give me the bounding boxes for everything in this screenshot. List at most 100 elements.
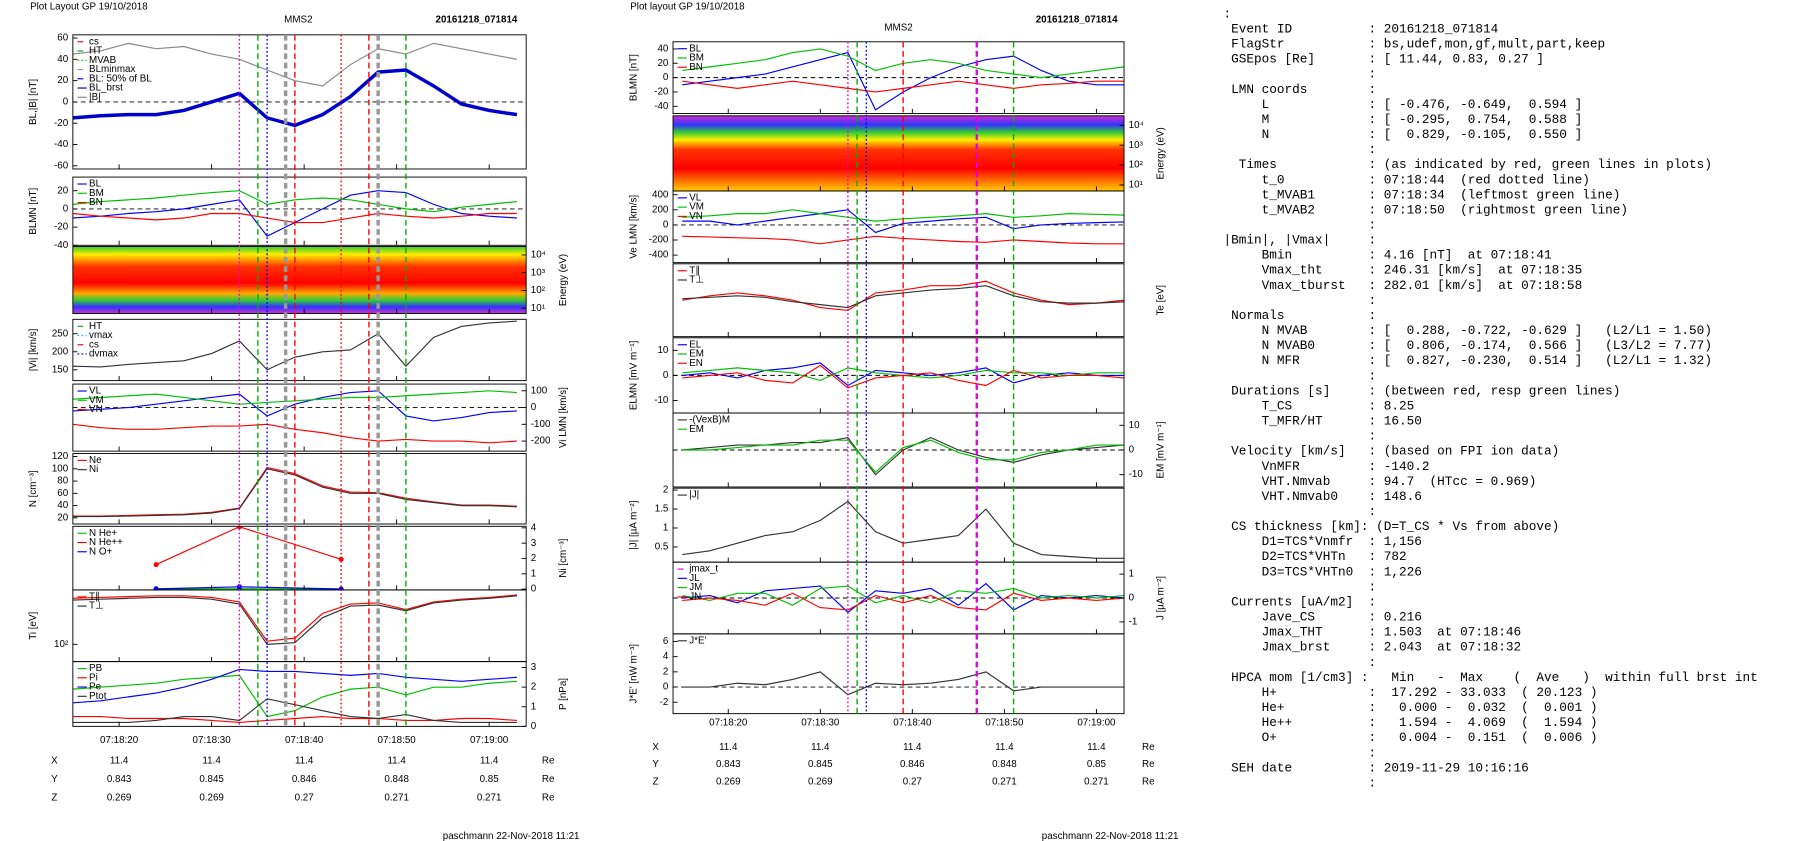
info-line: Velocity [km/s] : (based on FPI ion data… — [1223, 444, 1559, 459]
position-value: 0.846 — [900, 759, 925, 770]
position-value: 0.271 — [477, 793, 502, 804]
legend-label: BL_brst — [89, 83, 123, 94]
y-tick-label: 0 — [663, 220, 669, 231]
y-tick-label: -20 — [654, 87, 669, 98]
y-tick-label: 100 — [531, 385, 548, 396]
y-tick-label: 20 — [657, 58, 668, 69]
x-tick-label: 07:18:40 — [285, 735, 324, 746]
panel: -2 0 2 4 6 J*E' [nW m⁻³] J*E' — [628, 633, 1125, 715]
y-tick-label: 20 — [57, 512, 68, 523]
position-value: 11.4 — [480, 756, 499, 767]
y-tick-label: 150 — [52, 364, 69, 375]
position-value: 11.4 — [295, 756, 314, 767]
y-tick-label: 20 — [57, 185, 68, 196]
legend-label: Pe — [89, 682, 102, 693]
legend-label: -(VexB)M — [689, 415, 730, 426]
position-label: X — [51, 756, 58, 767]
info-line: HPCA mom [1/cm3] : Min - Max ( Ave ) wit… — [1223, 670, 1757, 685]
y-tick-label: 400 — [652, 189, 669, 200]
legend-label: HT — [89, 321, 102, 332]
y-tick-label: 0.5 — [655, 542, 669, 553]
info-line: Jmax_THT : 1.503 at 07:18:46 — [1223, 625, 1521, 640]
y-tick-label: -10 — [1129, 469, 1144, 480]
x-tick-label: 07:18:50 — [985, 717, 1024, 728]
info-line: Times : (as indicated by red, green line… — [1223, 157, 1711, 172]
legend-label: BM — [689, 53, 704, 64]
y-tick-label: -20 — [54, 118, 69, 129]
legend-label: T∥ — [89, 591, 100, 602]
point — [338, 586, 344, 590]
series-line — [72, 320, 517, 371]
y-tick-label: 3 — [531, 662, 537, 673]
position-unit: Re — [542, 756, 555, 767]
legend-label: cs — [89, 36, 99, 47]
position-value: 0.85 — [480, 774, 500, 785]
info-line: O+ : 0.004 - 0.151 ( 0.006 ) — [1223, 730, 1597, 745]
point — [153, 586, 159, 590]
info-line: Normals : — [1223, 308, 1376, 323]
position-value: 11.4 — [903, 742, 922, 753]
legend-label: BLminmax — [89, 64, 135, 75]
y-tick-label: 6 — [663, 636, 669, 647]
y-axis-label: P [nPa] — [558, 678, 569, 710]
info-line: N : [ 0.829, -0.105, 0.550 ] — [1223, 127, 1582, 142]
position-value: 0.269 — [199, 793, 224, 804]
legend-label: VM — [689, 202, 704, 213]
info-line: GSEpos [Re] : [ 11.44, 0.83, 0.27 ] — [1223, 52, 1544, 67]
y-axis-label: BLMN [nT] — [28, 187, 39, 234]
panel-frame — [72, 661, 527, 727]
info-line: Jave_CS : 0.216 — [1223, 610, 1421, 625]
y-tick-label: -200 — [649, 235, 669, 246]
info-line: : — [1223, 745, 1376, 760]
panel: 0 1 2 3 4 Ni [cm⁻³] N He+N He++N O+ — [72, 522, 569, 595]
legend-label: VL — [89, 386, 102, 397]
position-value: 0.271 — [992, 776, 1017, 787]
y-tick-label: 40 — [57, 54, 68, 65]
position-value: 11.4 — [995, 742, 1014, 753]
spectrogram — [72, 246, 527, 314]
info-line: : — [1223, 217, 1376, 232]
y-tick-label: 1 — [531, 701, 536, 712]
position-value: 0.846 — [292, 774, 317, 785]
y-tick-label: 40 — [57, 500, 68, 511]
legend-label: EL — [689, 339, 702, 350]
panel-frame — [72, 318, 527, 382]
panel: 0.5 1 1.5 2 |J| [µA m⁻²] |J| — [628, 485, 1125, 563]
position-value: 11.4 — [719, 742, 738, 753]
info-line: CS thickness [km]: (D=T_CS * Vs from abo… — [1223, 519, 1559, 534]
event-id: 20161218_071814 — [1036, 14, 1118, 25]
y-tick-label: 120 — [52, 451, 69, 462]
legend-label: Ni — [89, 464, 98, 475]
y-tick-label: 200 — [652, 204, 669, 215]
y-axis-label: BL,|B| [nT] — [28, 79, 39, 125]
legend-label: Ptot — [89, 691, 107, 702]
position-value: 0.27 — [295, 793, 314, 804]
info-line: T_MFR/HT : 16.50 — [1223, 414, 1421, 429]
x-tick-label: 07:18:20 — [709, 717, 748, 728]
y-tick-label: 2 — [663, 485, 668, 496]
position-value: 0.848 — [384, 774, 409, 785]
info-line: t_MVAB1 : 07:18:34 (leftmost green line) — [1223, 187, 1620, 202]
y-tick-label: 0 — [531, 584, 537, 595]
legend-label: T⊥ — [689, 275, 704, 286]
legend-label: T∥ — [689, 265, 700, 276]
y-tick-label: 2 — [531, 682, 536, 693]
panel-frame — [72, 34, 527, 170]
info-line: : — [1223, 504, 1376, 519]
y-tick-label: 0 — [663, 72, 669, 83]
legend-label: jmax_t — [688, 564, 718, 575]
y-tick-label: 10 — [657, 345, 668, 356]
info-line: N MVAB : [ 0.288, -0.722, -0.629 ] (L2/L… — [1223, 323, 1711, 338]
panel: Te [eV] T∥T⊥ — [672, 263, 1167, 338]
legend-label: N O+ — [89, 546, 112, 557]
y-tick-label: -1 — [1129, 617, 1138, 628]
info-line: : — [1223, 579, 1376, 594]
y-axis-label: J [µA m⁻²] — [1156, 576, 1167, 620]
info-line: : — [1223, 429, 1376, 444]
footer: paschmann 22-Nov-2018 11:21 — [443, 831, 580, 841]
series-group — [153, 526, 344, 590]
chart-title: MMS2 — [884, 22, 912, 33]
